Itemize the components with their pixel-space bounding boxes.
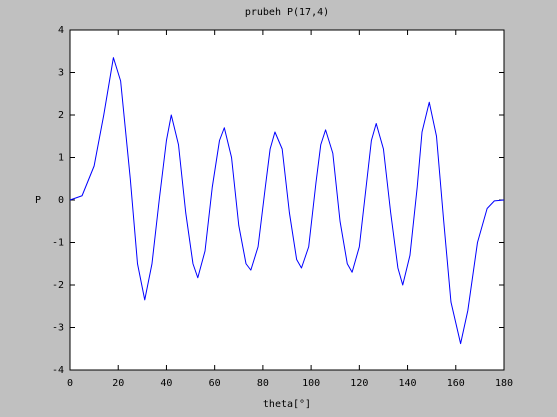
y-tick-label: 0 xyxy=(58,195,64,206)
chart-title: prubeh P(17,4) xyxy=(245,7,329,18)
y-tick-label: 1 xyxy=(58,153,64,164)
x-tick-label: 180 xyxy=(495,378,513,389)
y-tick-label: 3 xyxy=(58,68,64,79)
x-tick-label: 20 xyxy=(112,378,124,389)
y-tick-label: 2 xyxy=(58,110,64,121)
x-tick-label: 40 xyxy=(160,378,172,389)
y-tick-label: -2 xyxy=(52,280,64,291)
x-tick-label: 120 xyxy=(350,378,368,389)
x-tick-label: 80 xyxy=(257,378,269,389)
y-tick-label: 4 xyxy=(58,25,64,36)
x-tick-label: 60 xyxy=(209,378,221,389)
y-tick-label: -3 xyxy=(52,323,64,334)
y-axis-label: P xyxy=(35,195,41,206)
x-axis-label: theta[°] xyxy=(263,399,311,410)
y-tick-label: -1 xyxy=(52,238,64,249)
y-tick-label: -4 xyxy=(52,365,64,376)
plot-area xyxy=(69,29,505,371)
x-tick-label: 0 xyxy=(67,378,73,389)
x-tick-label: 100 xyxy=(302,378,320,389)
x-tick-label: 160 xyxy=(447,378,465,389)
x-tick-label: 140 xyxy=(399,378,417,389)
data-line xyxy=(69,57,505,345)
